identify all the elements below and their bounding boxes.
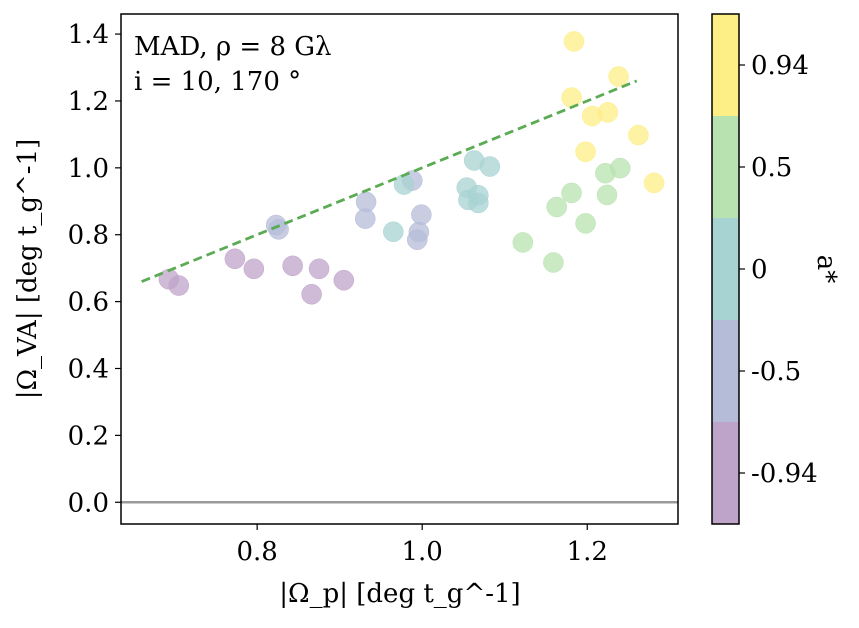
x-tick-label: 0.8 (236, 537, 277, 567)
x-tick-label: 1.0 (402, 537, 443, 567)
scatter-point-0-5 (308, 258, 330, 280)
scatter-point-1-5 (411, 204, 432, 225)
scatter-point-2-1 (393, 174, 415, 195)
scatter-point-4-7 (643, 172, 665, 194)
scatter-points (158, 31, 665, 305)
scatter-point-0-6 (301, 283, 322, 305)
scatter-point-0-3 (243, 258, 265, 280)
scatter-point-3-2 (546, 196, 567, 218)
annotation-inclination: i = 10, 170 ° (134, 67, 301, 97)
scatter-point-1-1 (268, 219, 289, 240)
scatter-point-2-0 (383, 221, 404, 242)
scatter-point-2-6 (468, 192, 489, 214)
scatter-point-4-4 (597, 102, 619, 123)
y-tick-label: 0.6 (68, 288, 109, 318)
x-axis-label: |Ω_p| [deg t_g^-1] (279, 579, 520, 609)
scatter-point-3-0 (512, 232, 534, 253)
fit-line (141, 79, 638, 283)
colorbar-label: a* (811, 255, 841, 284)
colorbar: 0.94 0.5 0 -0.5 -0.94 (711, 13, 818, 525)
y-tick-label: 0.0 (68, 488, 109, 518)
scatter-point-4-1 (561, 87, 582, 108)
colorbar-tick-label: -0.5 (751, 357, 801, 387)
scatter-point-1-3 (355, 208, 376, 229)
scatter-point-4-5 (608, 66, 629, 87)
scatter-point-0-2 (224, 248, 246, 270)
scatter-point-3-1 (543, 252, 564, 273)
scatter-point-1-7 (406, 229, 428, 250)
y-tick-label: 1.0 (68, 154, 109, 184)
scatter-point-0-7 (333, 269, 355, 291)
scatter-point-4-2 (575, 141, 596, 163)
scatter-point-0-4 (282, 255, 303, 277)
colorbar-tick-label: 0.94 (751, 51, 809, 81)
scatter-point-2-7 (479, 156, 501, 177)
colorbar-segment-1 (712, 116, 739, 219)
colorbar-segment-4 (712, 422, 739, 525)
plot-area (121, 31, 678, 504)
y-tick-label: 1.4 (68, 20, 109, 50)
scatter-point-3-7 (609, 157, 631, 179)
y-axis-ticks: 0.0 0.2 0.4 0.6 0.8 1.0 1.2 1.4 (68, 20, 121, 518)
x-axis-ticks: 0.8 1.0 1.2 (236, 524, 608, 567)
y-tick-label: 0.4 (68, 354, 109, 384)
y-axis-label: |Ω_VA| [deg t_g^-1] (13, 139, 43, 400)
scatter-point-4-6 (628, 124, 649, 146)
y-tick-label: 0.2 (68, 421, 109, 451)
colorbar-tick-label: 0.5 (751, 153, 792, 183)
colorbar-segment-2 (712, 218, 739, 321)
scatter-point-0-1 (168, 275, 190, 296)
scatter-point-3-4 (575, 213, 596, 234)
fit-line-layer (141, 79, 638, 283)
y-tick-label: 0.8 (68, 221, 109, 251)
colorbar-segment-3 (712, 320, 739, 423)
x-tick-label: 1.2 (567, 537, 608, 567)
plot-frame (120, 13, 679, 525)
annotation-model: MAD, ρ = 8 Gλ (134, 32, 332, 62)
colorbar-tick-label: 0 (751, 255, 768, 285)
scatter-point-3-6 (596, 184, 618, 206)
scatter-point-3-3 (561, 182, 582, 204)
colorbar-segment-0 (712, 14, 739, 117)
y-tick-label: 1.2 (68, 87, 109, 117)
scatter-point-4-0 (563, 31, 585, 52)
colorbar-tick-label: -0.94 (751, 459, 818, 489)
